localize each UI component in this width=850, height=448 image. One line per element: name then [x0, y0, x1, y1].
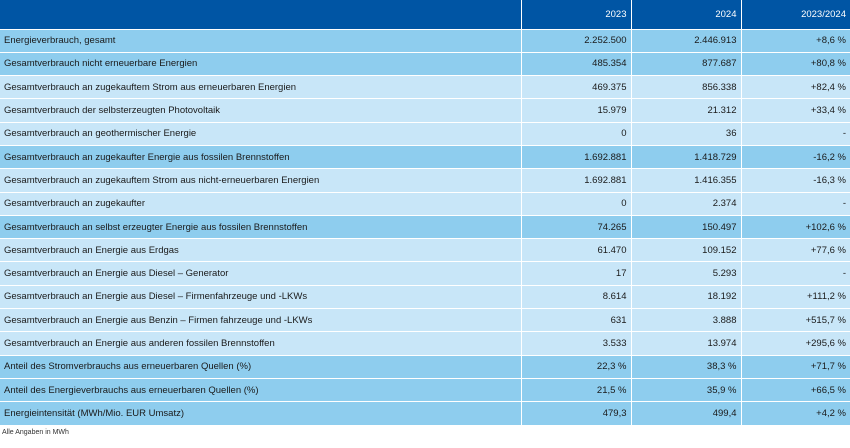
- row-label: Anteil des Stromverbrauchs aus erneuerba…: [0, 354, 522, 379]
- value-2024: 5.293: [631, 261, 742, 286]
- row-label: Gesamtverbrauch an Energie aus Erdgas: [0, 238, 522, 262]
- change-value: +515,7 %: [741, 308, 850, 332]
- value-2024: 1.418.729: [631, 144, 742, 169]
- value-2024: 2.374: [631, 191, 742, 216]
- value-2024: 21.312: [631, 98, 742, 123]
- value-2023: 17: [521, 261, 632, 286]
- value-2023: 15.979: [521, 98, 632, 123]
- energy-table: 2023 2024 2023/2024 Energieverbrauch, ge…: [0, 0, 850, 426]
- header-label: [0, 0, 522, 29]
- row-label: Gesamtverbrauch nicht erneuerbare Energi…: [0, 51, 522, 76]
- value-2024: 499,4: [631, 401, 742, 426]
- value-2023: 1.692.881: [521, 144, 632, 169]
- row-label: Gesamtverbrauch an zugekaufter Energie a…: [0, 144, 522, 169]
- row-label: Gesamtverbrauch der selbsterzeugten Phot…: [0, 98, 522, 123]
- row-label: Gesamtverbrauch an Energie aus Diesel – …: [0, 284, 522, 309]
- change-value: -: [741, 121, 850, 146]
- table-row: Anteil des Energieverbrauchs aus erneuer…: [0, 377, 850, 402]
- change-value: +82,4 %: [741, 75, 850, 99]
- value-2024: 18.192: [631, 284, 742, 309]
- value-2023: 2.252.500: [521, 28, 632, 53]
- change-value: +111,2 %: [741, 284, 850, 309]
- table-row: Gesamtverbrauch an Energie aus Diesel – …: [0, 261, 850, 286]
- table-row: Energieverbrauch, gesamt 2.252.500 2.446.9…: [0, 28, 850, 53]
- change-value: -16,2 %: [741, 144, 850, 169]
- change-value: +295,6 %: [741, 331, 850, 356]
- table-body: Energieverbrauch, gesamt 2.252.500 2.446.9…: [0, 28, 850, 426]
- table-header: 2023 2024 2023/2024: [0, 0, 850, 29]
- value-2023: 3.533: [521, 331, 632, 356]
- value-2024: 109.152: [631, 238, 742, 262]
- header-2024: 2024: [631, 0, 742, 29]
- change-value: +71,7 %: [741, 354, 850, 379]
- value-2023: 74.265: [521, 214, 632, 239]
- change-value: -: [741, 261, 850, 286]
- row-label: Gesamtverbrauch an Energie aus Benzin – …: [0, 308, 522, 332]
- table-row: Gesamtverbrauch an Energie aus Diesel – …: [0, 284, 850, 309]
- change-value: +102,6 %: [741, 214, 850, 239]
- value-2023: 8.614: [521, 284, 632, 309]
- value-2024: 1.416.355: [631, 168, 742, 193]
- change-value: +8,6 %: [741, 28, 850, 53]
- table-row: Gesamtverbrauch an geothermischer Energi…: [0, 121, 850, 146]
- value-2023: 0: [521, 191, 632, 216]
- row-label: Gesamtverbrauch an zugekauftem Strom aus…: [0, 168, 522, 193]
- table-row: Gesamtverbrauch der selbsterzeugten Phot…: [0, 98, 850, 123]
- row-label: Gesamtverbrauch an selbst erzeugter Ener…: [0, 214, 522, 239]
- header-row: 2023 2024 2023/2024: [0, 0, 850, 29]
- change-value: +4,2 %: [741, 401, 850, 426]
- table-row: Anteil des Stromverbrauchs aus erneuerba…: [0, 354, 850, 379]
- row-label: Gesamtverbrauch an zugekauftem Strom aus…: [0, 75, 522, 99]
- table-row: Energieintensität (MWh/Mio. EUR Umsatz) 4…: [0, 401, 850, 426]
- footnote: Alle Angaben in MWh: [2, 429, 69, 437]
- value-2024: 3.888: [631, 308, 742, 332]
- table-row: Gesamtverbrauch nicht erneuerbare Energi…: [0, 51, 850, 76]
- header-change: 2023/2024: [741, 0, 850, 29]
- row-label: Gesamtverbrauch an Energie aus Diesel – …: [0, 261, 522, 286]
- value-2023: 21,5 %: [521, 377, 632, 402]
- row-label: Gesamtverbrauch an zugekaufter: [0, 191, 522, 216]
- value-2024: 2.446.913: [631, 28, 742, 53]
- header-2023: 2023: [521, 0, 632, 29]
- table-row: Gesamtverbrauch an Energie aus Erdgas 61.…: [0, 238, 850, 262]
- value-2024: 36: [631, 121, 742, 146]
- change-value: +33,4 %: [741, 98, 850, 123]
- value-2023: 1.692.881: [521, 168, 632, 193]
- value-2024: 877.687: [631, 51, 742, 76]
- change-value: -: [741, 191, 850, 216]
- table-row: Gesamtverbrauch an zugekauftem Strom aus…: [0, 75, 850, 99]
- change-value: -16,3 %: [741, 168, 850, 193]
- row-label: Gesamtverbrauch an Energie aus anderen f…: [0, 331, 522, 356]
- change-value: +80,8 %: [741, 51, 850, 76]
- row-label: Anteil des Energieverbrauchs aus erneuer…: [0, 377, 522, 402]
- change-value: +77,6 %: [741, 238, 850, 262]
- value-2024: 856.338: [631, 75, 742, 99]
- table-row: Gesamtverbrauch an zugekaufter 0 2.374-: [0, 191, 850, 216]
- value-2023: 479,3: [521, 401, 632, 426]
- change-value: +66,5 %: [741, 377, 850, 402]
- value-2023: 631: [521, 308, 632, 332]
- value-2023: 469.375: [521, 75, 632, 99]
- value-2023: 485.354: [521, 51, 632, 76]
- table-row: Gesamtverbrauch an zugekaufter Energie a…: [0, 144, 850, 169]
- table-row: Gesamtverbrauch an Energie aus Benzin – …: [0, 308, 850, 332]
- table-row: Gesamtverbrauch an selbst erzeugter Ener…: [0, 214, 850, 239]
- value-2024: 150.497: [631, 214, 742, 239]
- table-row: Gesamtverbrauch an zugekauftem Strom aus…: [0, 168, 850, 193]
- value-2023: 0: [521, 121, 632, 146]
- value-2024: 35,9 %: [631, 377, 742, 402]
- row-label: Gesamtverbrauch an geothermischer Energi…: [0, 121, 522, 146]
- row-label: Energieverbrauch, gesamt: [0, 28, 522, 53]
- value-2023: 22,3 %: [521, 354, 632, 379]
- value-2023: 61.470: [521, 238, 632, 262]
- row-label: Energieintensität (MWh/Mio. EUR Umsatz): [0, 401, 522, 426]
- value-2024: 13.974: [631, 331, 742, 356]
- table-row: Gesamtverbrauch an Energie aus anderen f…: [0, 331, 850, 356]
- value-2024: 38,3 %: [631, 354, 742, 379]
